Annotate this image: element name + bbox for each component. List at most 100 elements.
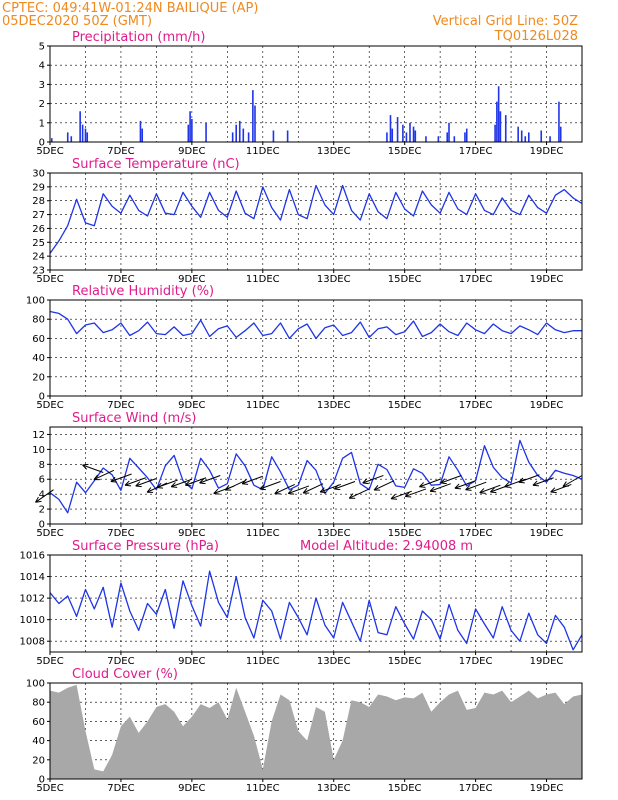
wind-vector — [156, 479, 178, 489]
humidity-xtick-label: 5DEC — [36, 400, 63, 411]
wind-title: Surface Wind (m/s) — [72, 411, 196, 426]
wind-xtick-label: 9DEC — [178, 528, 205, 539]
temperature-ytick-label: 25 — [32, 238, 45, 249]
humidity-ytick-label: 20 — [32, 372, 45, 383]
cloud-xtick-label: 7DEC — [107, 783, 134, 794]
precip-bar — [497, 86, 500, 142]
cloud-panel: 0 20 40 60 80 100 5DEC 7DEC 9DEC 11DEC 13DEC 15DEC 1… — [26, 667, 583, 794]
temperature-ytick-label: 29 — [32, 182, 45, 193]
wind-vector — [199, 475, 221, 485]
header-run-time: 05DEC2020 50Z (GMT) — [2, 14, 152, 29]
precip-bar — [141, 128, 144, 142]
precip-bar — [504, 115, 507, 142]
humidity-line — [49, 310, 582, 340]
cloud-xtick-label: 19DEC — [530, 783, 564, 794]
precipitation-ytick-label: 2 — [39, 99, 45, 110]
pressure-xtick-label: 11DEC — [246, 656, 280, 667]
precip-bar — [425, 136, 427, 142]
pressure-panel: 1008 1010 1012 1014 1016 5DEC 7DEC 9DEC 11DEC 13D… — [20, 539, 583, 667]
temperature-title: Surface Temperature (nC) — [72, 157, 240, 172]
wind-vector — [110, 473, 132, 483]
precip-bar — [494, 124, 496, 142]
precip-bar — [254, 105, 256, 142]
humidity-ytick-label: 80 — [32, 315, 45, 326]
wind-vector — [35, 489, 54, 503]
cloud-ytick-label: 40 — [32, 736, 45, 747]
precip-bar — [559, 126, 562, 142]
precipitation-panel: 0 1 2 3 4 5 5DEC 7DEC 9DEC 11DEC 13DEC 15DEC 17DEC 19… — [36, 30, 583, 157]
temperature-xtick-label: 7DEC — [107, 274, 134, 285]
pressure-subtitle: Model Altitude: 2.94008 m — [300, 539, 473, 554]
precip-bar — [81, 124, 84, 142]
precip-bar — [86, 132, 89, 142]
precip-bar — [402, 124, 404, 142]
temperature-xtick-label: 17DEC — [459, 274, 493, 285]
wind-vector — [504, 478, 526, 488]
cloud-xtick-label: 17DEC — [459, 783, 493, 794]
precip-bar — [540, 130, 543, 142]
wind-vector — [518, 474, 540, 484]
precip-bar — [386, 132, 388, 142]
wind-vector — [241, 475, 263, 485]
temperature-ytick-label: 24 — [32, 252, 45, 263]
wind-ytick-label: 6 — [39, 475, 45, 486]
wind-vector — [479, 484, 501, 494]
wind-vector — [404, 488, 427, 498]
temperature-ytick-label: 27 — [32, 210, 45, 221]
wind-xtick-label: 11DEC — [246, 528, 280, 539]
wind-ytick-label: 8 — [39, 460, 45, 471]
precip-bar — [520, 130, 523, 142]
wind-ytick-label: 2 — [39, 505, 45, 516]
pressure-xtick-label: 15DEC — [388, 656, 422, 667]
precip-bar — [558, 101, 560, 142]
precip-bar — [235, 124, 237, 142]
wind-vector — [259, 480, 281, 491]
cloud-xtick-label: 13DEC — [317, 783, 351, 794]
wind-vector — [429, 483, 451, 493]
precipitation-ytick-label: 4 — [39, 61, 45, 72]
temperature-xtick-label: 15DEC — [388, 274, 422, 285]
wind-panel: 0 2 4 6 8 10 12 5DEC 7DEC 9DEC 11DEC 13DEC 15DEC 17DE… — [32, 411, 583, 539]
temperature-line — [49, 184, 583, 254]
precip-bar — [252, 90, 254, 142]
wind-vector — [440, 475, 462, 485]
precip-bar — [247, 132, 250, 142]
wind-vector — [274, 484, 295, 495]
temperature-ytick-label: 23 — [32, 266, 45, 277]
temperature-ytick-label: 26 — [32, 224, 45, 235]
precip-bar — [70, 136, 73, 142]
cloud-xtick-label: 9DEC — [178, 783, 205, 794]
precipitation-xtick-label: 11DEC — [246, 146, 280, 157]
wind-vector — [302, 483, 324, 494]
precipitation-xtick-label: 15DEC — [388, 146, 422, 157]
wind-xtick-label: 13DEC — [317, 528, 351, 539]
precip-bar — [191, 118, 193, 142]
wind-vector — [362, 475, 384, 485]
temperature-ytick-label: 28 — [32, 196, 45, 207]
wind-vector — [333, 480, 356, 491]
precip-bar — [238, 120, 241, 142]
precipitation-xtick-label: 7DEC — [107, 146, 134, 157]
precip-bar — [405, 132, 408, 142]
wind-vector — [348, 488, 370, 499]
cloud-xtick-label: 15DEC — [388, 783, 422, 794]
wind-ytick-label: 4 — [39, 490, 45, 501]
pressure-xtick-label: 13DEC — [317, 656, 351, 667]
wind-ytick-label: 0 — [39, 520, 45, 531]
humidity-xtick-label: 15DEC — [388, 400, 422, 411]
header-grid-note: Vertical Grid Line: 50Z — [433, 14, 578, 29]
pressure-xtick-label: 7DEC — [107, 656, 134, 667]
humidity-xtick-label: 19DEC — [530, 400, 564, 411]
wind-vector — [465, 481, 487, 491]
pressure-ytick-label: 1014 — [20, 572, 45, 583]
cloud-ytick-label: 20 — [32, 755, 45, 766]
humidity-xtick-label: 11DEC — [246, 400, 280, 411]
humidity-xtick-label: 13DEC — [317, 400, 351, 411]
precip-bar — [499, 111, 502, 142]
precip-bar — [446, 132, 449, 142]
wind-vector — [93, 469, 115, 481]
precip-bar — [139, 120, 142, 142]
precip-bar — [187, 124, 190, 142]
